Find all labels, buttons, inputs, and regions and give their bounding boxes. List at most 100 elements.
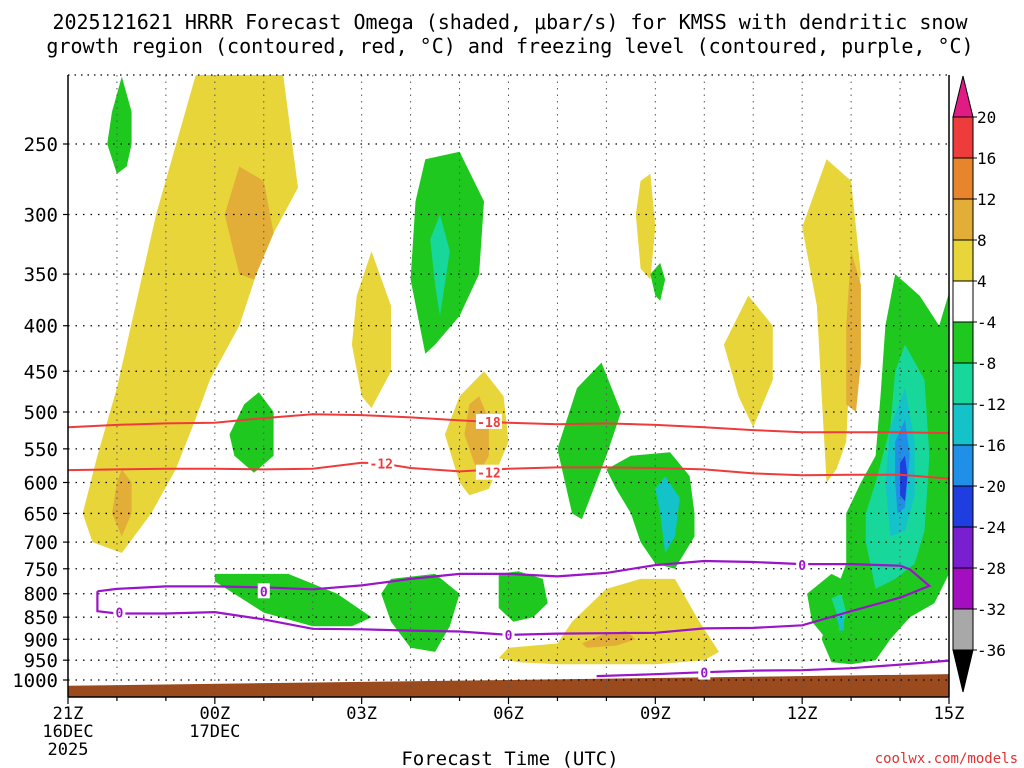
freezing-label-bg-0-2 <box>502 626 515 642</box>
y-tick-label-1000: 1000 <box>12 670 58 692</box>
omega-region-17 <box>846 251 861 412</box>
omega-region-3 <box>224 166 274 280</box>
freezing-label-bg-0-0 <box>113 604 126 620</box>
colorbar-label-8: -16 <box>977 436 1006 455</box>
freezing-label-bg-0-1 <box>257 583 270 599</box>
omega-region-10 <box>557 362 622 520</box>
colorbar-label-12: -32 <box>977 600 1006 619</box>
freezing-label-0-3: 0 <box>798 559 806 574</box>
title-line-2: growth region (contoured, red, °C) and f… <box>46 34 973 58</box>
colorbar-label-10: -24 <box>977 518 1006 537</box>
y-tick-label-650: 650 <box>24 503 58 525</box>
omega-region-14 <box>655 476 680 553</box>
omega-region-11 <box>635 173 656 280</box>
y-tick-label-850: 850 <box>24 607 58 629</box>
y-axis: 2503003504004505005506006507007508008509… <box>12 134 68 692</box>
colorbar-band-11 <box>952 567 974 610</box>
x-tick-label-00Z: 00Z <box>199 704 230 724</box>
colorbar-label-9: -20 <box>977 477 1006 496</box>
x-tick-year-21Z: 2025 <box>48 740 89 760</box>
y-tick-label-400: 400 <box>24 316 58 338</box>
colorbar-label-1: 16 <box>977 149 996 168</box>
colorbar-band-9 <box>952 485 974 528</box>
omega-region-29 <box>381 573 460 652</box>
colorbar-band-6 <box>952 362 974 405</box>
colorbar-label-2: 12 <box>977 190 996 209</box>
y-tick-label-300: 300 <box>24 204 58 226</box>
freezing-label-bg-0-3 <box>796 557 809 573</box>
isotherm-label-extra-bg <box>475 464 502 480</box>
colorbar-label-13: -36 <box>977 641 1006 660</box>
y-tick-label-250: 250 <box>24 134 58 156</box>
freezing-label-bg-1-0 <box>698 664 711 680</box>
freezing-line-0 <box>96 559 932 637</box>
y-tick-label-950: 950 <box>24 650 58 672</box>
colorbar-label-7: -12 <box>977 395 1006 414</box>
omega-region-5 <box>351 251 391 409</box>
omega-region-0 <box>107 76 132 174</box>
colorbar-label-6: -8 <box>977 354 996 373</box>
colorbar-band-4 <box>952 280 974 323</box>
isotherm-label-1-bg <box>368 455 395 471</box>
y-tick-label-600: 600 <box>24 472 58 494</box>
x-tick-label-03Z: 03Z <box>346 704 377 724</box>
colorbar-band-12 <box>952 608 974 651</box>
y-tick-label-800: 800 <box>24 584 58 606</box>
isotherm-label-0: -18 <box>477 416 501 431</box>
isotherm-label-1: -12 <box>370 457 393 472</box>
isotherm-label-0-bg <box>475 413 502 429</box>
omega-region-23 <box>900 455 908 502</box>
omega-region-4 <box>229 392 274 473</box>
colorbar-label-0: 20 <box>977 108 996 127</box>
omega-region-15 <box>723 295 773 428</box>
y-tick-label-350: 350 <box>24 264 58 286</box>
title-line-1: 2025121621 HRRR Forecast Omega (shaded, … <box>52 10 968 34</box>
freezing-line-1 <box>596 659 950 678</box>
freezing-label-0-1: 0 <box>260 585 268 600</box>
omega-region-28 <box>214 573 372 627</box>
y-tick-label-500: 500 <box>24 402 58 424</box>
omega-region-27 <box>836 614 844 631</box>
freezing-level: 0 0 0 0 0 <box>96 557 950 682</box>
chart-title: 2025121621 HRRR Forecast Omega (shaded, … <box>46 10 973 58</box>
colorbar: 20 16 12 8 4 -4 -8 -12 -16 -20 -24 -28 -32 -36 <box>952 75 1006 693</box>
colorbar-band-5 <box>952 321 974 364</box>
omega-region-31 <box>498 578 719 665</box>
freezing-label-0-2: 0 <box>505 629 513 644</box>
dendritic-isotherms: -18 -12 -12 <box>67 413 950 482</box>
x-tick-label-21Z: 21Z <box>53 704 84 724</box>
colorbar-top-arrow <box>952 75 974 118</box>
colorbar-band-2 <box>952 198 974 241</box>
y-tick-label-750: 750 <box>24 559 58 581</box>
x-tick-label-12Z: 12Z <box>787 704 818 724</box>
x-tick-date-00Z: 17DEC <box>189 722 240 742</box>
y-tick-label-450: 450 <box>24 361 58 383</box>
colorbar-bottom-arrow <box>952 649 974 693</box>
y-tick-label-900: 900 <box>24 629 58 651</box>
colorbar-label-4: 4 <box>977 272 987 291</box>
credit-link[interactable]: coolwx.com/models <box>875 751 1018 767</box>
x-tick-label-15Z: 15Z <box>934 704 965 724</box>
x-tick-date-21Z: 16DEC <box>42 722 93 742</box>
colorbar-band-1 <box>952 157 974 200</box>
omega-region-30 <box>498 571 548 622</box>
omega-region-13 <box>606 452 695 569</box>
colorbar-band-8 <box>952 444 974 487</box>
omega-region-2 <box>112 469 132 537</box>
x-tick-label-09Z: 09Z <box>640 704 671 724</box>
x-axis-title: Forecast Time (UTC) <box>401 748 618 768</box>
colorbar-label-3: 8 <box>977 231 987 250</box>
colorbar-band-10 <box>952 526 974 569</box>
y-tick-label-700: 700 <box>24 532 58 554</box>
y-tick-label-550: 550 <box>24 439 58 461</box>
omega-region-7 <box>430 214 450 316</box>
isotherm-line-0 <box>67 413 950 435</box>
colorbar-band-0 <box>952 116 974 159</box>
colorbar-label-11: -28 <box>977 559 1006 578</box>
freezing-label-0-0: 0 <box>115 607 123 622</box>
colorbar-band-7 <box>952 403 974 446</box>
colorbar-band-3 <box>952 239 974 282</box>
omega-region-12 <box>650 262 666 301</box>
